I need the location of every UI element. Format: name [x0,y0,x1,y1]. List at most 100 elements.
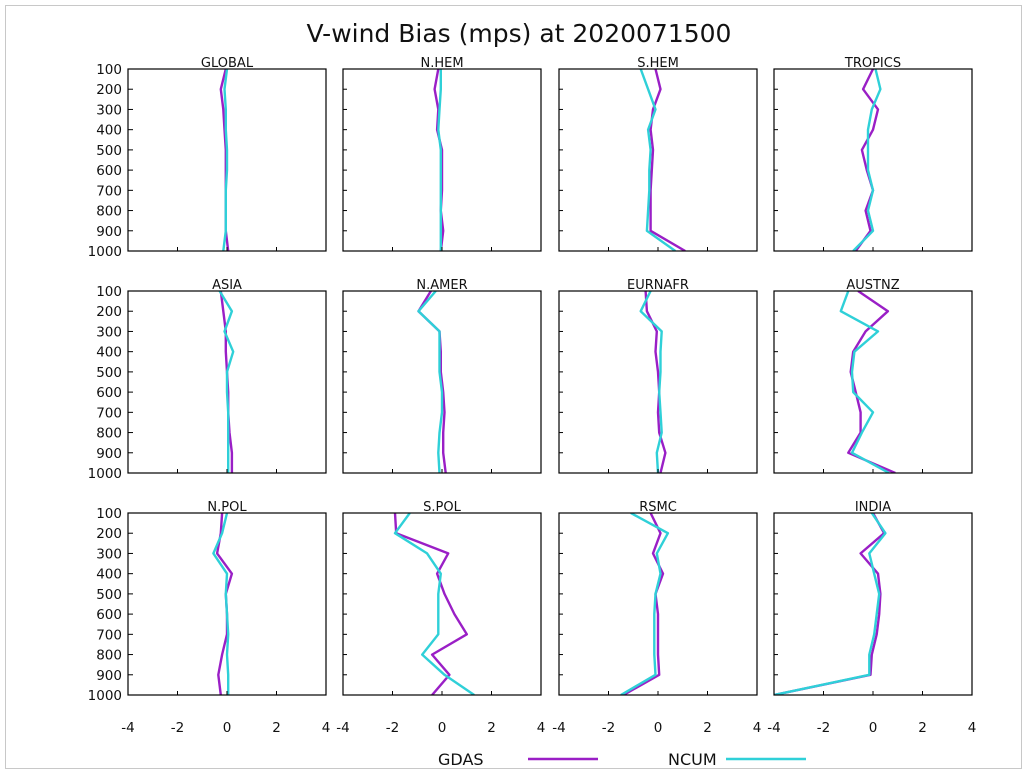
series-line-ncum [839,291,890,473]
panel-eurnafr: EURNAFR [558,278,758,474]
series-line-ncum [417,291,444,473]
series-group [839,291,896,473]
x-tick-label: 4 [322,720,331,736]
series-line-gdas [649,69,686,251]
series-group [219,69,230,251]
x-tick-label: -2 [602,720,615,736]
y-tick-label: 800 [96,648,122,664]
y-tick-label: 300 [96,324,122,340]
series-group [433,69,445,251]
y-tick-label: 100 [96,284,122,300]
panel-tropics: TROPICS [773,56,973,252]
panel-title: S.HEM [637,56,679,71]
series-group [639,291,667,473]
y-tick-label: 500 [96,365,122,381]
x-tick-label: -4 [121,720,134,736]
x-tick-label: -2 [386,720,399,736]
series-group [639,69,686,251]
y-tick-label: 600 [96,607,122,623]
series-line-gdas [854,69,880,251]
chart-svg: V-wind Bias (mps) at 2020071500 GLOBAL 10… [88,19,977,769]
y-tick-label: 600 [96,385,122,401]
y-tick-label: 400 [96,345,122,361]
series-line-gdas [774,513,886,695]
series-line-gdas [393,513,468,695]
y-tick-label: 500 [96,143,122,159]
y-tick-label: 900 [96,224,122,240]
y-tick-label: 400 [96,123,122,139]
chart-frame: V-wind Bias (mps) at 2020071500 GLOBAL 10… [5,5,1022,769]
y-tick-label: 600 [96,163,122,179]
series-line-gdas [622,513,665,695]
panel-title: GLOBAL [201,56,254,71]
legend: GDAS NCUM [438,750,806,769]
series-line-ncum [437,69,442,251]
y-tick-label: 200 [96,304,122,320]
y-tick-label: 700 [96,183,122,199]
y-tick-label: 800 [96,426,122,442]
series-line-ncum [620,513,670,695]
panel-n-pol: N.POL 100 200 300 400 500 600 700 800 900 1000 [88,500,327,704]
x-tick-label: 4 [753,720,762,736]
series-group [218,291,235,473]
x-tick-label: 2 [918,720,927,736]
y-tick-label: 400 [96,567,122,583]
x-tick-label: 0 [869,720,878,736]
y-tick-label: 1000 [88,466,122,482]
panel-india: INDIA [773,500,973,696]
series-line-gdas [433,69,445,251]
panel-n-hem: N.HEM [342,56,542,252]
y-tick-label: 700 [96,627,122,643]
x-tick-label: 0 [438,720,447,736]
panel-global: GLOBAL 100 200 300 400 500 600 700 800 900 1000 [88,56,327,260]
x-tick-label: 4 [537,720,546,736]
x-tick-label: 2 [703,720,712,736]
chart-title: V-wind Bias (mps) at 2020071500 [307,19,732,48]
x-tick-label: 0 [654,720,663,736]
series-line-ncum [212,513,230,695]
panel-frame [773,512,973,696]
series-group [393,513,475,695]
series-group [620,513,670,695]
panel-title: ASIA [212,278,242,293]
series-group [417,291,447,473]
x-tick-label: -2 [817,720,830,736]
y-tick-label: 300 [96,102,122,118]
panel-s-pol: S.POL [342,500,542,696]
y-tick-label: 100 [96,506,122,522]
panel-title: AUSTNZ [846,278,899,293]
panel-frame [773,290,973,474]
x-tick-label: 2 [272,720,281,736]
y-tick-label: 800 [96,204,122,220]
y-tick-label: 200 [96,526,122,542]
panel-title: N.HEM [420,56,463,71]
x-tick-label: 4 [968,720,977,736]
x-tick-label: -4 [552,720,565,736]
series-line-ncum [852,69,882,251]
series-line-ncum [639,69,676,251]
series-line-ncum [639,291,663,473]
panel-frame [773,68,973,252]
series-line-ncum [774,513,887,695]
panel-title: S.POL [423,500,461,515]
y-tick-label: 1000 [88,688,122,704]
legend-label-ncum: NCUM [668,750,717,769]
y-tick-label: 300 [96,546,122,562]
panel-rsmc: RSMC [558,500,758,696]
panel-title: INDIA [855,500,891,515]
x-tick-label: 2 [487,720,496,736]
series-line-ncum [222,69,229,251]
panel-austnz: AUSTNZ [773,278,973,474]
panel-title: TROPICS [844,56,901,71]
panel-title: N.POL [207,500,247,515]
legend-label-gdas: GDAS [438,750,484,769]
series-line-ncum [393,513,475,695]
panel-title: N.AMER [416,278,467,293]
y-tick-label: 500 [96,587,122,603]
x-tick-label: -4 [336,720,349,736]
panel-title: EURNAFR [627,278,689,293]
x-tick-label: -4 [767,720,780,736]
panel-s-hem: S.HEM [558,56,758,252]
panels-group: GLOBAL 100 200 300 400 500 600 700 800 900 1000 N.H… [88,56,973,704]
y-tick-label: 700 [96,405,122,421]
